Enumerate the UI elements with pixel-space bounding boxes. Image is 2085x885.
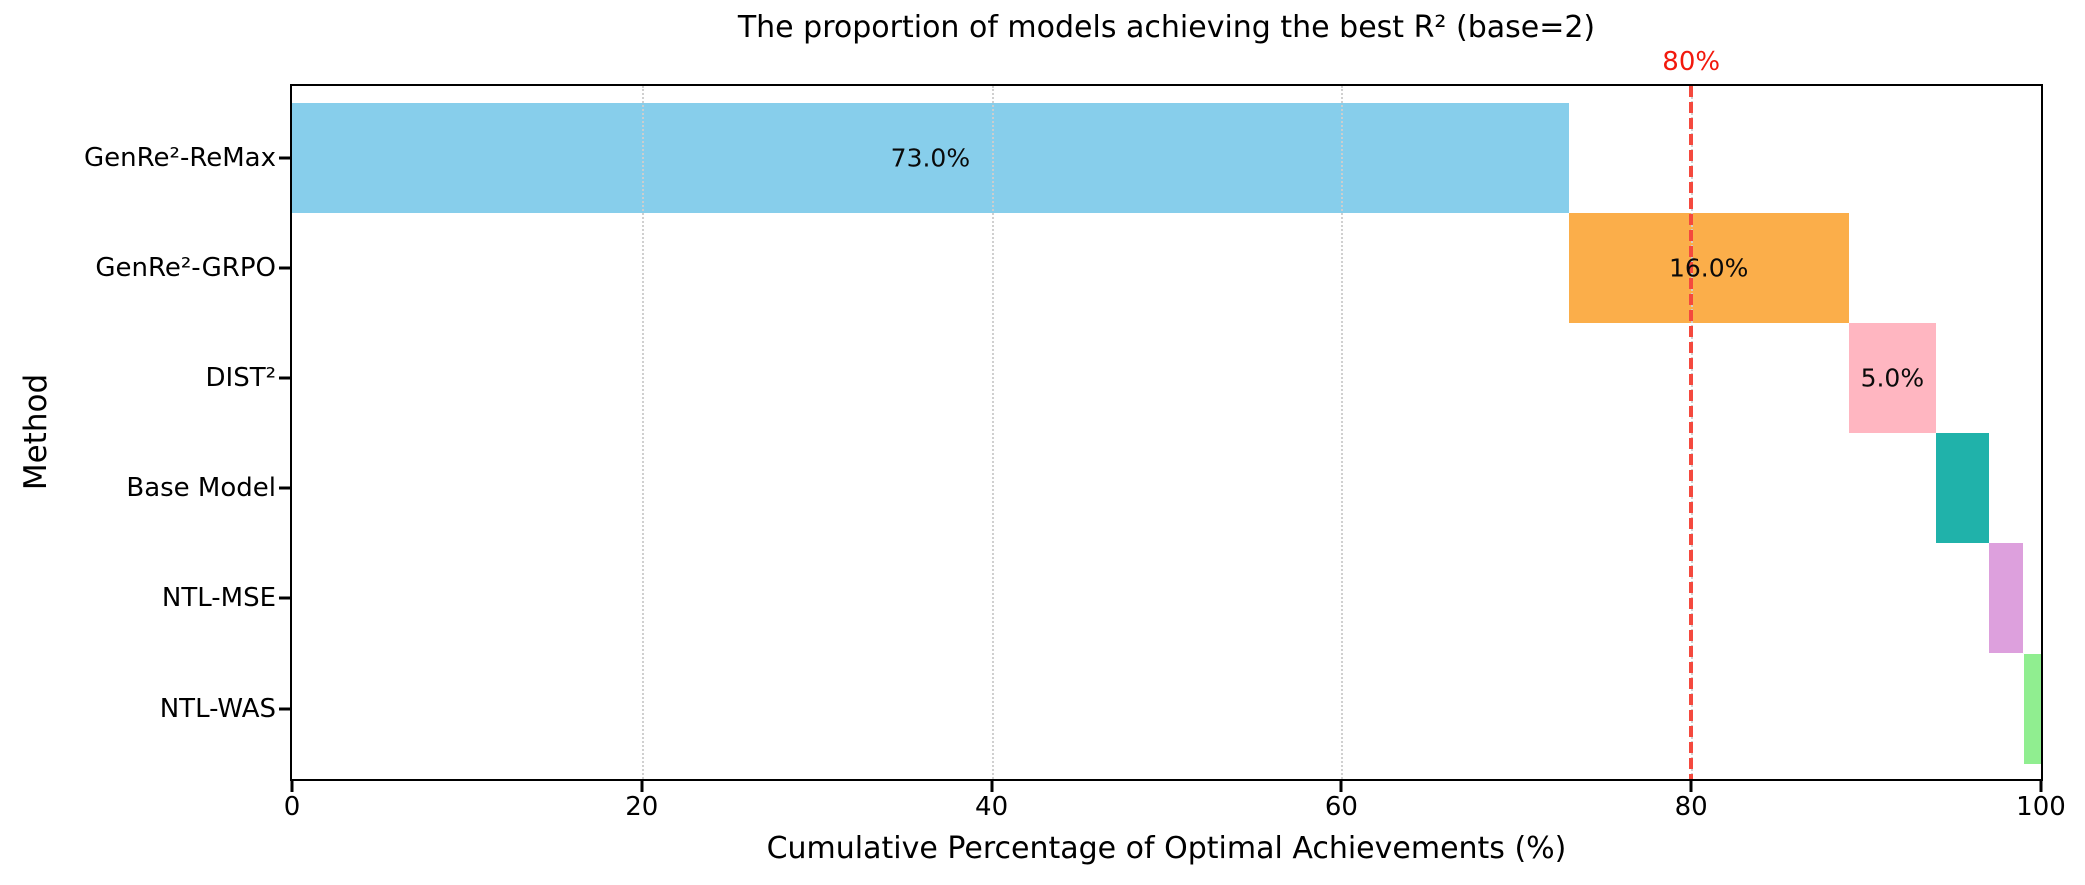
x-tick-mark xyxy=(290,781,294,792)
plot-area: 73.0% GenRe²-ReMax 16.0% GenRe²-GRPO 5.0% DIS… xyxy=(84,47,2066,822)
x-tick-label: 20 xyxy=(625,792,659,822)
y-tick-label: DIST² xyxy=(205,363,277,393)
x-tick-label: 100 xyxy=(2016,792,2066,822)
x-tick-mark xyxy=(2039,781,2043,792)
y-tick-mark xyxy=(279,156,290,160)
bar-value-label: 73.0% xyxy=(890,143,971,172)
x-tick-mark xyxy=(990,781,994,792)
x-tick-label: 60 xyxy=(1324,792,1358,822)
x-axis-label: Cumulative Percentage of Optimal Achieve… xyxy=(766,831,1567,866)
x-tick-label: 0 xyxy=(283,792,301,822)
y-tick-label: GenRe²-ReMax xyxy=(84,142,276,173)
bar-dist- xyxy=(1848,322,1937,433)
y-tick-mark xyxy=(279,266,290,270)
x-tick-label: 80 xyxy=(1674,792,1708,822)
y-axis-label: Method xyxy=(18,373,54,491)
y-tick-label: GenRe²-GRPO xyxy=(95,252,276,283)
chart-title: The proportion of models achieving the b… xyxy=(737,10,1596,45)
y-tick-label: Base Model xyxy=(126,473,276,504)
gridline-x-40 xyxy=(991,86,994,779)
x-tick-label: 40 xyxy=(975,792,1009,822)
x-tick-mark xyxy=(1689,781,1693,792)
y-tick-mark xyxy=(279,486,290,490)
y-tick-mark xyxy=(279,707,290,711)
bar-genre-grpo xyxy=(1568,212,1849,323)
x-tick-mark xyxy=(640,781,644,792)
gridline-x-60 xyxy=(1341,86,1344,779)
x-tick-mark xyxy=(1339,781,1343,792)
bar-ntl-mse xyxy=(1988,543,2024,654)
bar-value-label: 16.0% xyxy=(1668,253,1749,283)
bar-ntl-was xyxy=(2023,653,2041,764)
bar-genre-remax xyxy=(292,102,1569,213)
y-tick-label: NTL-MSE xyxy=(161,583,276,614)
y-tick-mark xyxy=(279,376,290,380)
bar-base-model xyxy=(1936,433,1989,544)
reference-line xyxy=(1689,86,1694,779)
gridline-x-20 xyxy=(641,86,644,779)
y-tick-label: NTL-WAS xyxy=(159,693,276,724)
reference-line-label: 80% xyxy=(1662,47,1721,77)
bar-value-label: 5.0% xyxy=(1860,363,1925,393)
y-tick-mark xyxy=(279,596,290,600)
